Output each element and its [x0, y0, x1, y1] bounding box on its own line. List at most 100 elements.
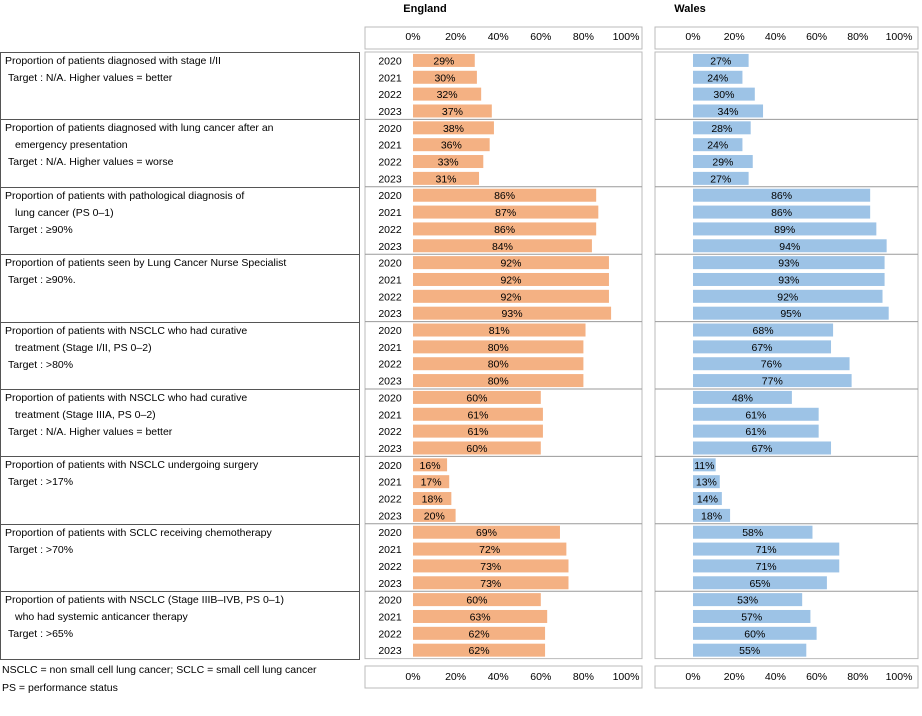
indicator-list-bottom-border [0, 658, 360, 660]
year-label: 2021 [378, 342, 402, 354]
indicator-title-line: Proportion of patients with NSCLC (Stage… [5, 594, 284, 607]
indicator-target: Target : >70% [8, 543, 74, 556]
year-label: 2022 [378, 89, 402, 101]
year-label: 2022 [378, 426, 402, 438]
year-label: 2020 [378, 460, 402, 472]
england-bar [413, 171, 480, 185]
wales-data-label: 30% [713, 89, 734, 101]
wales-data-label: 27% [710, 55, 731, 67]
england-data-label: 29% [433, 55, 454, 67]
wales-data-label: 14% [697, 494, 718, 506]
year-label: 2023 [378, 241, 402, 253]
england-data-label: 80% [488, 376, 509, 388]
wales-data-label: 89% [774, 224, 795, 236]
indicator-title-line: Proportion of patients with NSCLC who ha… [5, 392, 248, 404]
wales-bar [693, 559, 840, 573]
england-data-label: 92% [500, 291, 521, 303]
indicator-target: Target : ≥90% [8, 223, 73, 236]
wales-data-label: 71% [756, 544, 777, 556]
england-data-label: 20% [424, 510, 445, 522]
wales-data-label: 86% [771, 190, 792, 202]
wales-tick-label-top: 20% [724, 31, 745, 43]
wales-bar [693, 458, 716, 472]
year-label: 2020 [378, 325, 402, 337]
wales-axis-bottom-frame [654, 665, 919, 689]
england-bar [413, 593, 541, 607]
england-bar [413, 306, 612, 320]
year-label: 2023 [378, 173, 402, 185]
indicator-label-box: Proportion of patients diagnosed with st… [0, 52, 360, 120]
wales-data-label: 28% [711, 123, 732, 135]
england-data-label: 37% [442, 106, 463, 118]
wales-bar [693, 222, 877, 236]
wales-data-label: 77% [762, 376, 783, 388]
wales-data-label: 61% [745, 426, 766, 438]
wales-data-label: 48% [732, 392, 753, 404]
year-label: 2022 [378, 561, 402, 573]
wales-tick-label-bottom: 60% [806, 671, 827, 683]
wales-plot-frame [654, 51, 919, 660]
wales-data-label: 93% [778, 258, 799, 270]
england-plot-frame [364, 51, 643, 660]
england-data-label: 92% [500, 258, 521, 270]
year-label: 2021 [378, 207, 402, 219]
england-bar [413, 374, 584, 388]
england-tick-label-top: 20% [445, 31, 466, 43]
wales-bar [693, 390, 792, 404]
year-label: 2020 [378, 527, 402, 539]
england-tick-label-bottom: 40% [488, 671, 509, 683]
england-data-label: 17% [421, 477, 442, 489]
wales-data-label: 18% [701, 510, 722, 522]
wales-data-label: 92% [777, 291, 798, 303]
england-data-label: 73% [480, 561, 501, 573]
england-data-label: 61% [467, 409, 488, 421]
year-label: 2023 [378, 443, 402, 455]
wales-data-label: 24% [707, 140, 728, 152]
england-data-label: 93% [502, 308, 523, 320]
england-data-label: 84% [492, 241, 513, 253]
wales-bar [693, 87, 755, 101]
england-tick-label-top: 60% [530, 31, 551, 43]
england-data-label: 16% [420, 460, 441, 472]
england-bar [413, 70, 477, 84]
wales-data-label: 29% [712, 157, 733, 169]
year-label: 2020 [378, 190, 402, 202]
year-label: 2021 [378, 544, 402, 556]
wales-bar [693, 593, 803, 607]
wales-bar [693, 70, 743, 84]
wales-bar [693, 576, 827, 590]
england-bar [413, 542, 567, 556]
indicator-label-box: Proportion of patients with NSCLC (Stage… [0, 591, 360, 659]
england-bar [413, 272, 609, 286]
england-data-label: 69% [476, 527, 497, 539]
wales-tick-label-bottom: 80% [847, 671, 868, 683]
wales-bar [693, 289, 883, 303]
indicator-title-line: treatment (Stage I/II, PS 0–2) [15, 341, 152, 354]
year-label: 2021 [378, 477, 402, 489]
wales-tick-label-bottom: 100% [886, 671, 913, 683]
england-data-label: 72% [479, 544, 500, 556]
england-data-label: 60% [466, 392, 487, 404]
england-data-label: 18% [422, 494, 443, 506]
england-bar [413, 357, 584, 371]
year-label: 2021 [378, 72, 402, 84]
wales-data-label: 58% [742, 527, 763, 539]
wales-tick-label-top: 60% [806, 31, 827, 43]
england-bar [413, 53, 475, 67]
wales-bar [693, 609, 811, 623]
england-data-label: 36% [441, 140, 462, 152]
england-bar [413, 407, 543, 421]
indicator-title-line: Proportion of patients seen by Lung Canc… [5, 257, 287, 270]
wales-bar [693, 272, 885, 286]
wales-bar [693, 188, 871, 202]
wales-data-label: 57% [741, 611, 762, 623]
england-data-label: 92% [500, 274, 521, 286]
wales-data-label: 95% [780, 308, 801, 320]
england-bar [413, 643, 546, 657]
year-label: 2023 [378, 645, 402, 657]
year-label: 2022 [378, 157, 402, 169]
england-tick-label-bottom: 0% [405, 671, 420, 683]
england-axis-top-frame [364, 26, 643, 50]
year-label: 2020 [378, 258, 402, 270]
